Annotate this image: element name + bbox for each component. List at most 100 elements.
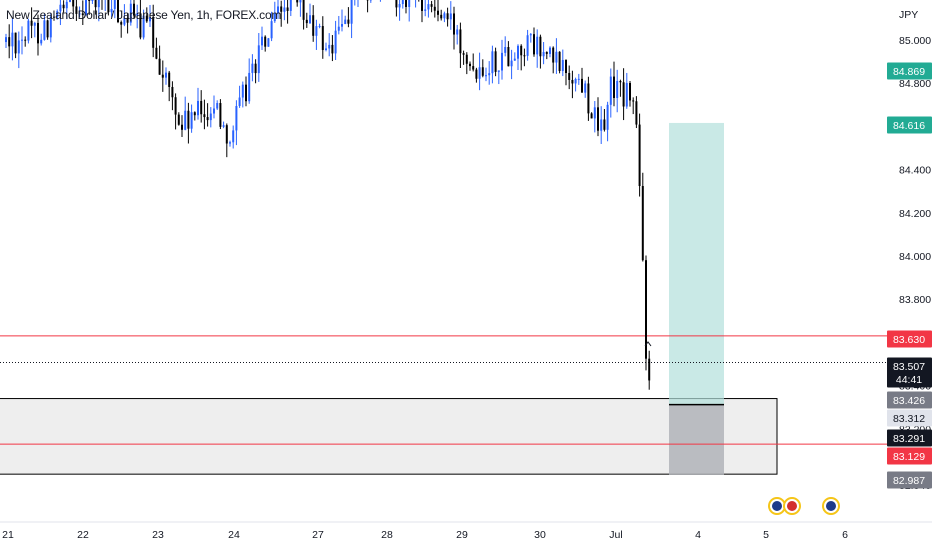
candle-body (242, 85, 244, 98)
x-tick-label: 27 (312, 529, 324, 541)
candle-body (312, 15, 314, 36)
candle-body (235, 106, 237, 130)
candle-body (421, 0, 423, 11)
y-tick-label: 85.000 (899, 35, 931, 47)
candle-body (325, 48, 327, 50)
candle-body (639, 125, 641, 186)
candle-body (539, 37, 541, 57)
candle-body (162, 75, 164, 78)
candle-body (267, 38, 269, 46)
candle-body (431, 4, 433, 7)
candle-body (229, 142, 231, 143)
candle-body (498, 70, 500, 71)
candle-body (191, 112, 193, 128)
candle-body (450, 13, 452, 19)
candle-body (511, 61, 513, 67)
candle-body (226, 125, 228, 143)
candle-body (395, 0, 397, 7)
candle-body (27, 21, 29, 41)
candle-body (443, 13, 445, 18)
price-badge-label: 82.987 (893, 475, 925, 487)
candle-body (562, 60, 564, 71)
candle-body (43, 20, 45, 40)
candle-body (482, 67, 484, 75)
candle-body (610, 77, 612, 105)
candle-body (479, 67, 481, 78)
candle-body (587, 83, 589, 113)
price-badge-label: 83.312 (893, 413, 925, 425)
candle-body (21, 40, 23, 41)
candle-body (210, 114, 212, 121)
candle-body (642, 186, 644, 260)
candle-body (514, 59, 516, 61)
candle-body (533, 34, 535, 54)
price-badge-label: 83.630 (893, 334, 925, 346)
price-badge-label: 84.869 (893, 66, 925, 78)
candle-body (72, 0, 74, 6)
candle-body (635, 101, 637, 124)
candle-body (546, 52, 548, 54)
flag-icon (772, 501, 782, 511)
candle-body (120, 22, 122, 25)
y-tick-label: 84.200 (899, 208, 931, 220)
candle-body (309, 15, 311, 23)
candle-body (203, 114, 205, 117)
candle-body (335, 31, 337, 54)
candle-body (11, 33, 13, 47)
candle-body (216, 103, 218, 108)
candle-body (159, 59, 161, 75)
candle-body (543, 52, 545, 56)
candle-body (283, 7, 285, 11)
x-tick-label: 29 (456, 529, 468, 541)
candle-body (306, 20, 308, 23)
candle-body (200, 101, 202, 114)
candle-body (495, 51, 497, 72)
candle-body (347, 20, 349, 24)
candle-body (594, 107, 596, 118)
candle-body (399, 4, 401, 7)
candle-body (251, 64, 253, 73)
candle-body (8, 37, 10, 46)
candle-body (95, 0, 97, 7)
flag-icon (826, 501, 836, 511)
candle-body (155, 48, 157, 59)
candle-body (296, 0, 298, 2)
candle-body (178, 115, 180, 125)
candle-body (261, 37, 263, 46)
candle-body (648, 359, 650, 381)
candle-body (549, 48, 551, 54)
candle-body (536, 37, 538, 55)
candle-body (613, 77, 615, 98)
candle-body (488, 73, 490, 75)
candle-body (469, 64, 471, 66)
candle-body (517, 46, 519, 59)
candle-body (424, 9, 426, 10)
candle-body (168, 73, 170, 87)
candle-body (584, 83, 586, 92)
candle-body (264, 37, 266, 47)
candle-body (571, 80, 573, 83)
candle-body (408, 0, 410, 7)
price-badge-label: 83.129 (893, 451, 925, 463)
candle-body (402, 0, 404, 4)
candle-body (597, 107, 599, 130)
x-tick-label: 24 (228, 529, 240, 541)
candle-body (629, 83, 631, 100)
candle-body (184, 111, 186, 130)
candle-body (527, 35, 529, 56)
candle-body (456, 29, 458, 34)
candle-body (15, 33, 17, 54)
candle-body (338, 27, 340, 31)
candle-body (453, 13, 455, 34)
candle-body (271, 21, 273, 38)
candle-body (331, 45, 333, 54)
candle-body (47, 20, 49, 37)
x-tick-label: 4 (695, 529, 701, 541)
candle-body (255, 64, 257, 73)
x-tick-label: 28 (381, 529, 393, 541)
candle-body (575, 79, 577, 83)
candle-body (552, 48, 554, 63)
x-tick-label: 21 (2, 529, 14, 541)
